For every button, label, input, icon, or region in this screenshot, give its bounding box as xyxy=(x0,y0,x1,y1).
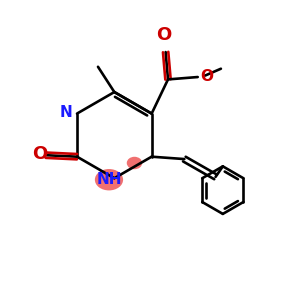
Text: O: O xyxy=(157,26,172,44)
Text: N: N xyxy=(60,105,73,120)
Ellipse shape xyxy=(95,169,123,190)
Text: NH: NH xyxy=(96,172,122,187)
Text: O: O xyxy=(32,145,47,163)
Text: O: O xyxy=(200,69,213,84)
Ellipse shape xyxy=(127,157,142,169)
